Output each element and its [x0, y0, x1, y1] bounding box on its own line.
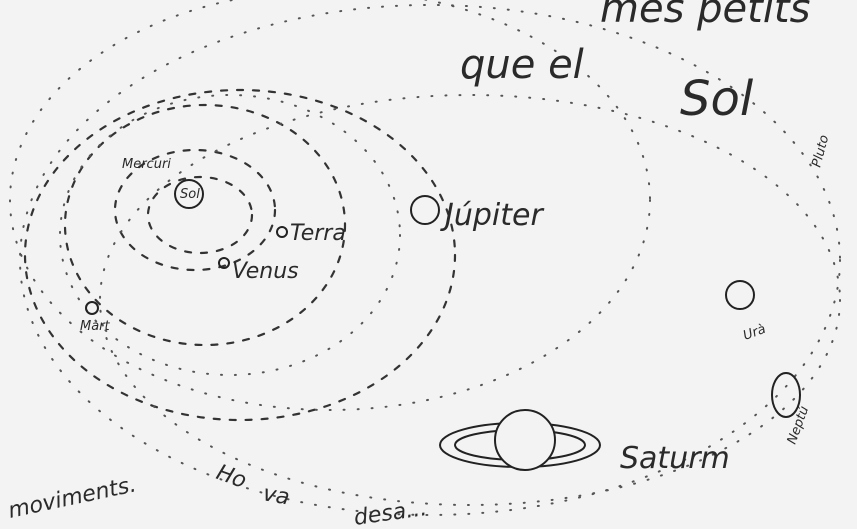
- drawing: més petits que el Sol Pluto Mercuri Sol …: [0, 0, 857, 529]
- planet-label: Venus: [232, 259, 299, 284]
- planet-label: Sol: [180, 187, 200, 202]
- caption: Sol: [680, 71, 754, 127]
- caption: que el: [460, 42, 584, 88]
- saturn: [495, 410, 555, 470]
- caption: va: [261, 481, 291, 510]
- planet-label: Mercuri: [122, 157, 171, 172]
- planet-label: Saturm: [620, 441, 730, 476]
- planet-label: Terra: [290, 221, 346, 246]
- page: {"top_text": {"line1": "més petits", "li…: [0, 0, 857, 529]
- planet-label: Júpiter: [440, 198, 544, 233]
- caption: més petits: [600, 0, 810, 32]
- planet-label: Mart: [80, 319, 111, 334]
